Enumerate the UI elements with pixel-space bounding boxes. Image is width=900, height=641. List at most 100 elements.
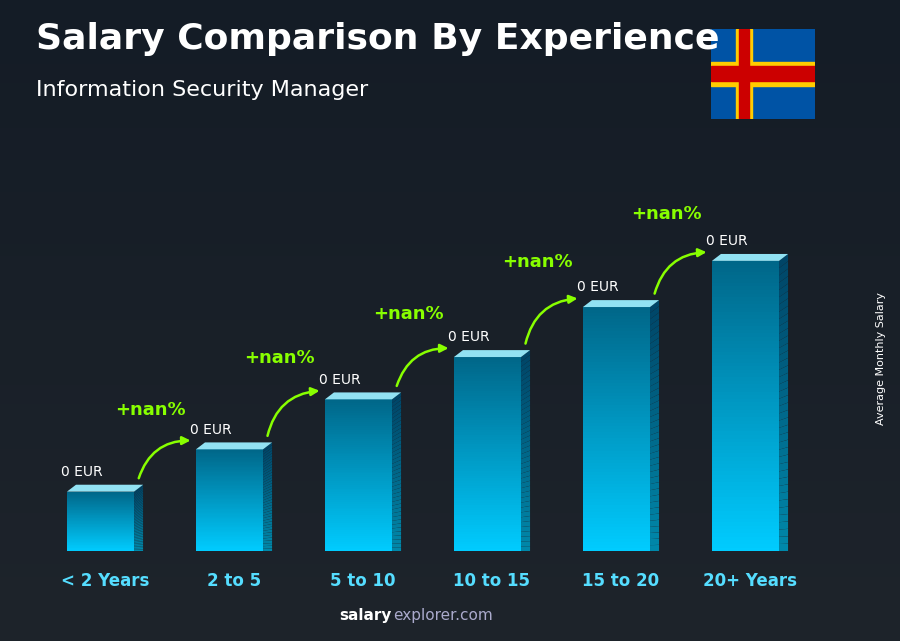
Polygon shape: [263, 527, 272, 531]
Bar: [712, 355, 779, 359]
Bar: [196, 523, 263, 524]
Polygon shape: [392, 408, 401, 419]
Bar: [196, 537, 263, 538]
Bar: [196, 536, 263, 537]
Bar: [196, 532, 263, 533]
Bar: [583, 429, 650, 432]
Bar: [196, 490, 263, 492]
Bar: [583, 548, 650, 551]
Polygon shape: [263, 486, 272, 493]
Polygon shape: [521, 370, 530, 381]
Bar: [67, 548, 134, 549]
Bar: [454, 498, 521, 500]
Polygon shape: [263, 510, 272, 515]
Bar: [325, 437, 392, 439]
Polygon shape: [521, 445, 530, 454]
Polygon shape: [650, 325, 659, 338]
Bar: [67, 518, 134, 519]
Bar: [583, 539, 650, 542]
Bar: [67, 500, 134, 501]
Bar: [454, 364, 521, 367]
Bar: [196, 505, 263, 506]
Polygon shape: [263, 529, 272, 533]
Bar: [325, 547, 392, 549]
Bar: [196, 517, 263, 518]
Polygon shape: [263, 481, 272, 488]
Polygon shape: [263, 456, 272, 465]
Bar: [712, 482, 779, 486]
Polygon shape: [779, 514, 788, 522]
Bar: [196, 545, 263, 546]
Bar: [712, 312, 779, 315]
Polygon shape: [650, 545, 659, 551]
Polygon shape: [779, 410, 788, 420]
Polygon shape: [263, 540, 272, 544]
Text: salary: salary: [339, 608, 392, 623]
Bar: [325, 512, 392, 513]
Bar: [583, 392, 650, 395]
Bar: [712, 515, 779, 519]
Bar: [67, 545, 134, 546]
Bar: [325, 449, 392, 451]
Polygon shape: [521, 476, 530, 483]
Polygon shape: [650, 407, 659, 417]
Polygon shape: [650, 470, 659, 478]
Bar: [196, 497, 263, 498]
Polygon shape: [263, 453, 272, 462]
Bar: [196, 454, 263, 456]
Bar: [454, 549, 521, 551]
Bar: [583, 481, 650, 484]
Bar: [196, 489, 263, 490]
Bar: [454, 542, 521, 544]
Polygon shape: [521, 461, 530, 469]
Bar: [325, 445, 392, 447]
Polygon shape: [521, 380, 530, 391]
Bar: [196, 463, 263, 465]
Polygon shape: [263, 470, 272, 478]
Bar: [583, 316, 650, 319]
Bar: [196, 528, 263, 529]
Bar: [583, 463, 650, 466]
Polygon shape: [263, 451, 272, 460]
Polygon shape: [134, 513, 143, 519]
Polygon shape: [521, 456, 530, 464]
Polygon shape: [779, 425, 788, 435]
Text: Salary Comparison By Experience: Salary Comparison By Experience: [36, 22, 719, 56]
Bar: [325, 409, 392, 411]
Bar: [67, 510, 134, 511]
Bar: [67, 509, 134, 510]
Bar: [325, 451, 392, 453]
Bar: [739, 29, 750, 119]
Bar: [67, 512, 134, 513]
Polygon shape: [779, 403, 788, 413]
Polygon shape: [521, 415, 530, 425]
Bar: [196, 533, 263, 535]
Polygon shape: [650, 376, 659, 387]
Bar: [583, 368, 650, 371]
Bar: [454, 456, 521, 459]
Bar: [712, 265, 779, 268]
Polygon shape: [650, 394, 659, 404]
Bar: [67, 531, 134, 532]
Polygon shape: [779, 432, 788, 442]
Polygon shape: [779, 388, 788, 399]
Polygon shape: [263, 459, 272, 467]
Polygon shape: [134, 523, 143, 528]
Bar: [325, 513, 392, 515]
Bar: [67, 538, 134, 539]
Polygon shape: [779, 469, 788, 479]
Bar: [712, 272, 779, 276]
Bar: [454, 539, 521, 542]
Bar: [196, 492, 263, 493]
Text: 0 EUR: 0 EUR: [61, 465, 103, 479]
Bar: [325, 525, 392, 526]
Polygon shape: [392, 468, 401, 475]
Polygon shape: [392, 492, 401, 498]
Polygon shape: [650, 501, 659, 508]
Bar: [583, 496, 650, 499]
Polygon shape: [392, 484, 401, 490]
Bar: [196, 452, 263, 453]
Polygon shape: [779, 328, 788, 341]
Polygon shape: [263, 464, 272, 472]
Bar: [583, 475, 650, 478]
